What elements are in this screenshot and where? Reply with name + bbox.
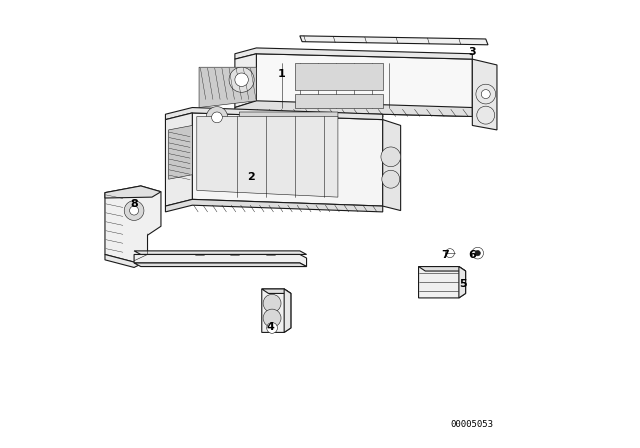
Polygon shape bbox=[134, 254, 307, 267]
Polygon shape bbox=[300, 36, 488, 45]
Polygon shape bbox=[235, 101, 472, 116]
Circle shape bbox=[445, 249, 454, 258]
Polygon shape bbox=[165, 108, 383, 120]
Polygon shape bbox=[235, 48, 472, 59]
Polygon shape bbox=[134, 263, 307, 267]
Polygon shape bbox=[196, 116, 338, 197]
Circle shape bbox=[206, 107, 228, 128]
Polygon shape bbox=[105, 186, 161, 198]
Circle shape bbox=[124, 201, 144, 220]
Polygon shape bbox=[134, 251, 307, 254]
Circle shape bbox=[481, 90, 490, 99]
Polygon shape bbox=[284, 289, 291, 332]
Polygon shape bbox=[199, 67, 257, 108]
Polygon shape bbox=[165, 113, 192, 206]
Polygon shape bbox=[168, 125, 192, 179]
Polygon shape bbox=[459, 267, 465, 298]
Circle shape bbox=[212, 112, 222, 123]
Circle shape bbox=[235, 73, 248, 86]
Circle shape bbox=[475, 250, 481, 256]
Circle shape bbox=[267, 323, 277, 333]
Polygon shape bbox=[262, 289, 291, 293]
Circle shape bbox=[476, 84, 495, 104]
Polygon shape bbox=[296, 63, 383, 90]
Text: 8: 8 bbox=[130, 199, 138, 209]
Text: 3: 3 bbox=[468, 47, 476, 56]
Polygon shape bbox=[257, 54, 472, 116]
Circle shape bbox=[381, 147, 401, 167]
Polygon shape bbox=[296, 94, 383, 108]
Polygon shape bbox=[262, 289, 291, 332]
Text: 00005053: 00005053 bbox=[450, 420, 493, 429]
Text: 5: 5 bbox=[460, 280, 467, 289]
Polygon shape bbox=[192, 113, 383, 206]
Polygon shape bbox=[105, 254, 147, 267]
Text: 6: 6 bbox=[468, 250, 476, 260]
Circle shape bbox=[263, 294, 281, 312]
Text: 4: 4 bbox=[267, 322, 275, 332]
Polygon shape bbox=[105, 186, 161, 262]
Polygon shape bbox=[419, 267, 465, 271]
Polygon shape bbox=[235, 54, 257, 108]
Circle shape bbox=[263, 309, 281, 327]
Circle shape bbox=[472, 247, 484, 259]
Polygon shape bbox=[165, 199, 383, 212]
Polygon shape bbox=[419, 267, 465, 298]
Polygon shape bbox=[383, 120, 401, 211]
Text: 2: 2 bbox=[246, 172, 255, 182]
Circle shape bbox=[229, 67, 254, 92]
Text: 7: 7 bbox=[442, 250, 449, 260]
Polygon shape bbox=[472, 59, 497, 130]
Circle shape bbox=[382, 170, 400, 188]
Polygon shape bbox=[239, 112, 338, 119]
Text: 1: 1 bbox=[278, 69, 286, 79]
Circle shape bbox=[129, 206, 138, 215]
Circle shape bbox=[477, 106, 495, 124]
